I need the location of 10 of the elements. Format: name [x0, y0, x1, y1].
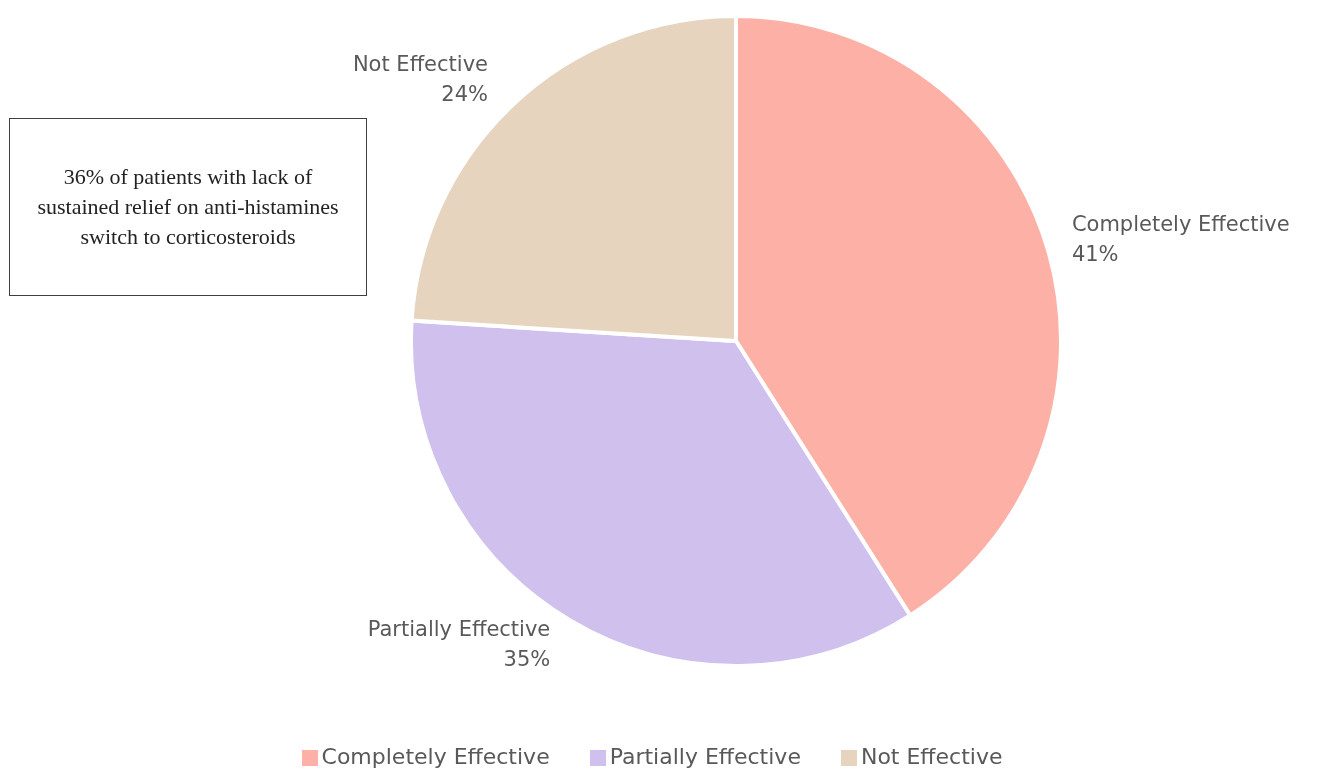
text: 36% of patients with lack of sustained relief on anti-histamines switch to corticosteroids — [9, 118, 367, 296]
legend-label: Partially Effective — [609, 744, 801, 769]
slice-label: Partially Effective — [367, 616, 551, 641]
data-label: 24% — [441, 82, 488, 107]
legend-label: Completely Effective — [321, 744, 550, 769]
slice-label: Completely Effective — [1071, 211, 1290, 236]
data-label: 41% — [1071, 241, 1119, 266]
slice-label: Not Effective — [352, 52, 488, 77]
legend-label: Not Effective — [860, 744, 1003, 769]
data-label: 35% — [503, 646, 551, 671]
